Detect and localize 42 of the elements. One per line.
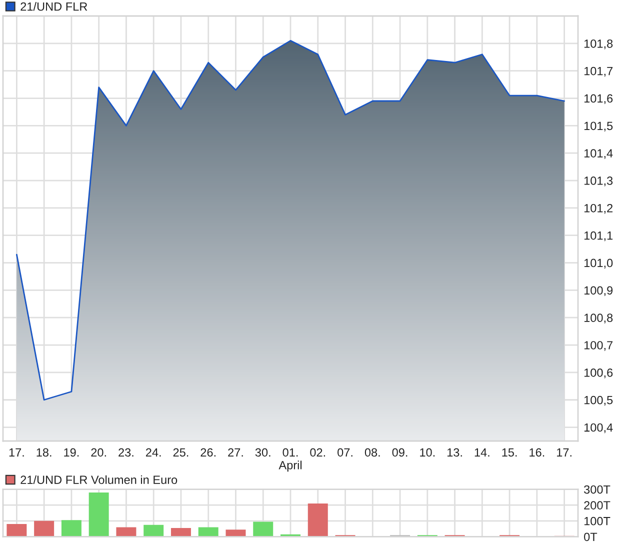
y-tick-label: 0T	[584, 532, 598, 542]
y-tick-label: 101,0	[584, 258, 613, 269]
y-tick-label: 100,8	[584, 314, 613, 324]
x-tick-label: 08.	[364, 448, 380, 457]
y-tick-label: 100,5	[584, 396, 613, 406]
x-tick-label: 23.	[118, 448, 134, 457]
x-tick-label: 20.	[91, 448, 106, 457]
x-tick-label: 25.	[173, 448, 188, 457]
y-tick-label: 100,6	[584, 368, 613, 378]
y-tick-label: 101,2	[584, 204, 613, 214]
x-tick-label: 15.	[502, 448, 517, 457]
x-tick-label: 30.	[255, 448, 270, 457]
x-tick-label: 18.	[36, 448, 52, 457]
y-tick-label: 100,7	[584, 341, 613, 351]
x-tick-label: 19.	[64, 448, 79, 457]
x-tick-label: 01. April	[278, 448, 302, 472]
y-tick-label: 101,6	[584, 94, 613, 104]
y-tick-label: 100T	[584, 516, 610, 526]
y-tick-label: 101,7	[584, 66, 613, 77]
y-tick-label: 101,4	[584, 149, 613, 159]
x-tick-label: 10.	[420, 448, 435, 457]
x-tick-label: 24.	[146, 448, 161, 456]
x-tick-label: 17.	[557, 448, 572, 456]
x-tick-label: 26.	[200, 448, 216, 457]
x-tick-label: 14.	[474, 448, 490, 456]
x-tick-label: 27.	[228, 448, 243, 456]
y-tick-label: 101,5	[584, 122, 613, 132]
legend-label: 21/UND FLR Volumen in Euro	[20, 475, 178, 484]
y-tick-label: 200T	[584, 501, 610, 510]
x-tick-label: 02.	[310, 448, 326, 457]
x-tick-label: 16.	[530, 448, 544, 457]
x-tick-label: 17.	[9, 448, 24, 456]
y-tick-label: 101,3	[584, 176, 613, 186]
x-tick-label: 07.	[338, 448, 352, 457]
x-tick-label: 09.	[392, 448, 408, 457]
y-tick-label: 100,4	[584, 423, 613, 434]
legend-label: 21/UND FLR	[20, 2, 88, 11]
y-tick-label: 100,9	[584, 286, 613, 296]
x-tick-label: 13.	[447, 448, 462, 457]
y-tick-label: 101,8	[584, 39, 613, 50]
y-tick-label: 300T	[584, 485, 610, 494]
y-tick-label: 101,1	[584, 231, 613, 242]
